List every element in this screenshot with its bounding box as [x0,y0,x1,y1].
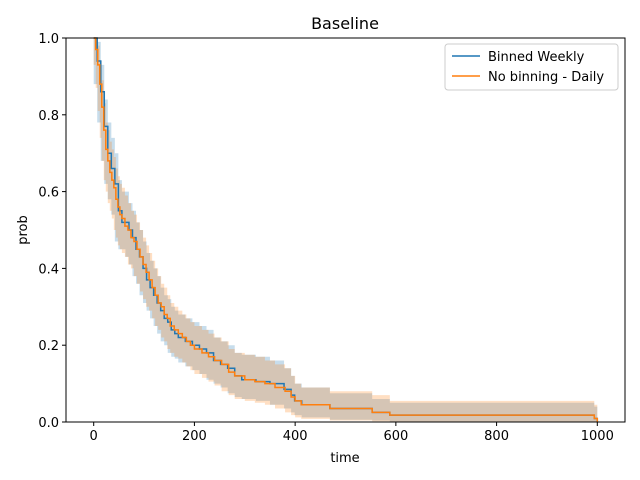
chart-title: Baseline [311,14,379,33]
x-tick-label: 200 [182,429,207,444]
y-tick-label: 1.0 [38,32,59,47]
y-tick-label: 0.2 [38,339,59,354]
x-tick-label: 400 [283,429,308,444]
plot-area [66,37,625,422]
legend-box [444,43,619,91]
x-tick-label: 600 [383,429,408,444]
x-tick-label: 800 [484,429,509,444]
legend-label-no-binning-daily: No binning - Daily [488,70,604,85]
y-tick-label: 0.6 [38,186,59,201]
x-axis-title: time [330,451,359,466]
y-tick-label: 0.8 [38,109,59,124]
y-axis-title: prob [16,215,31,245]
x-tick-label: 1000 [581,429,614,444]
survival-lines [93,37,599,422]
y-axis-ticks: 0.0 0.2 0.4 0.6 0.8 1.0 [38,32,66,431]
legend-label-binned-weekly: Binned Weekly [488,50,585,65]
line-no-binning-daily [93,37,599,422]
axes-frame [65,37,626,423]
legend: Binned Weekly No binning - Daily [444,43,619,91]
x-axis-ticks: 0 200 400 600 800 1000 [90,422,614,444]
y-tick-label: 0.4 [38,262,59,277]
y-tick-label: 0.0 [38,416,59,431]
x-tick-label: 0 [90,429,98,444]
axes-background [66,38,625,422]
